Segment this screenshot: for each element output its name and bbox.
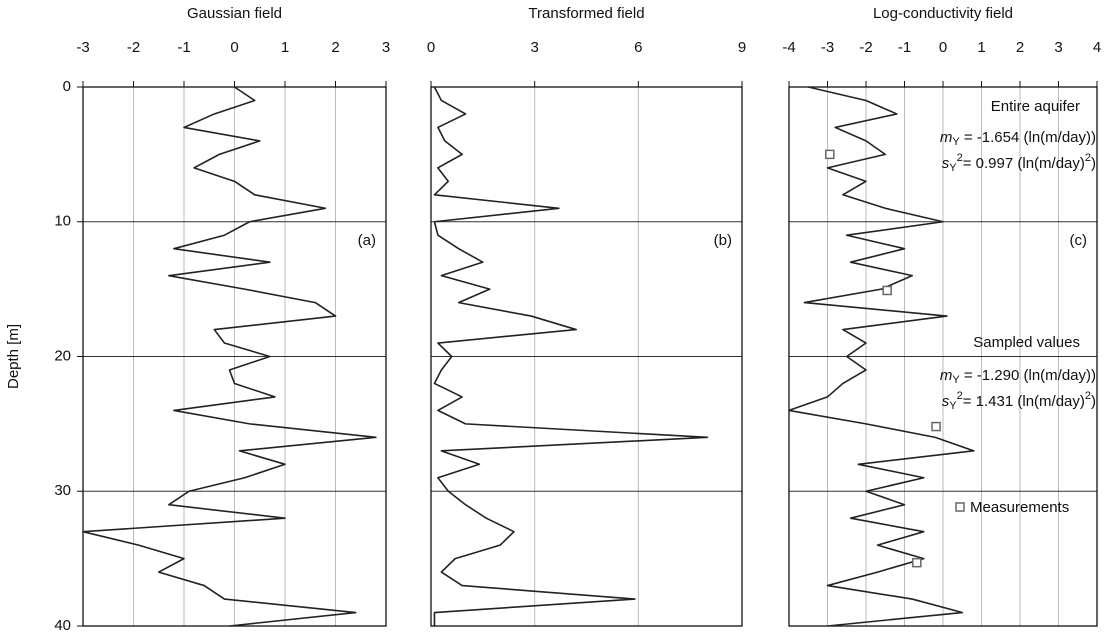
- x-tick-label: -3: [821, 39, 834, 56]
- plot-frame: [788, 86, 1098, 627]
- annotation-variance: sY2= 1.431 (ln(m/day)2): [942, 390, 1096, 412]
- y-tick-label: 30: [54, 482, 71, 499]
- x-tick-label: 1: [977, 39, 985, 56]
- x-tick-label: 9: [738, 39, 746, 56]
- measurement-marker: [882, 285, 892, 296]
- panel-title: Log-conductivity field: [873, 5, 1013, 22]
- y-tick-label: 10: [54, 213, 71, 230]
- x-tick-label: 2: [1016, 39, 1024, 56]
- annotation-heading: Entire aquifer: [991, 98, 1080, 115]
- profile-line: [82, 86, 377, 627]
- panel-label: (c): [1070, 232, 1088, 249]
- superscript: 2: [1085, 390, 1091, 402]
- symbol: m: [940, 367, 953, 384]
- symbol: s: [942, 155, 950, 172]
- x-tick-label: 0: [939, 39, 947, 56]
- x-tick-label: 3: [530, 39, 538, 56]
- profile-line: [433, 86, 709, 626]
- text: = -1.654 (ln(m/day)): [960, 129, 1096, 146]
- x-tick-label: -3: [76, 39, 89, 56]
- superscript: 2: [957, 390, 963, 402]
- subscript: Y: [949, 162, 957, 174]
- annotation-mean: mY = -1.654 (ln(m/day)): [940, 129, 1096, 148]
- legend-label: Measurements: [970, 499, 1069, 516]
- x-tick-label: 0: [427, 39, 435, 56]
- superscript: 2: [957, 152, 963, 164]
- x-tick-label: 2: [331, 39, 339, 56]
- text: = -1.290 (ln(m/day)): [960, 367, 1096, 384]
- x-tick-label: -1: [898, 39, 911, 56]
- annotation-variance: sY2= 0.997 (ln(m/day)2): [942, 152, 1096, 174]
- panel-label: (a): [358, 232, 376, 249]
- x-tick-label: 0: [230, 39, 238, 56]
- text: ): [1091, 155, 1096, 172]
- x-tick-label: 3: [382, 39, 390, 56]
- measurement-marker: [931, 421, 941, 432]
- subscript: Y: [952, 136, 960, 148]
- x-tick-label: -2: [127, 39, 140, 56]
- y-tick-label: 20: [54, 347, 71, 364]
- y-axis-label: Depth [m]: [5, 324, 22, 389]
- x-tick-label: 4: [1093, 39, 1101, 56]
- superscript: 2: [1085, 152, 1091, 164]
- x-tick-label: -1: [177, 39, 190, 56]
- y-tick-label: 40: [54, 617, 71, 634]
- measurement-marker: [912, 557, 922, 568]
- annotation-heading: Sampled values: [973, 334, 1080, 351]
- symbol: m: [940, 129, 953, 146]
- plot-frame: [430, 86, 743, 627]
- x-tick-label: 6: [634, 39, 642, 56]
- subscript: Y: [949, 400, 957, 412]
- panel-title: Transformed field: [528, 5, 644, 22]
- panel-title: Gaussian field: [187, 5, 282, 22]
- subscript: Y: [952, 374, 960, 386]
- y-tick-label: 0: [63, 78, 71, 95]
- text: ): [1091, 393, 1096, 410]
- measurement-marker: [825, 149, 835, 160]
- text: = 1.431 (ln(m/day): [963, 393, 1085, 410]
- x-tick-label: -2: [859, 39, 872, 56]
- text: = 0.997 (ln(m/day): [963, 155, 1085, 172]
- x-tick-label: -4: [782, 39, 795, 56]
- x-tick-label: 3: [1054, 39, 1062, 56]
- panel-label: (b): [714, 232, 732, 249]
- x-tick-label: 1: [281, 39, 289, 56]
- legend-marker: [955, 502, 965, 512]
- symbol: s: [942, 393, 950, 410]
- profile-line: [788, 86, 975, 627]
- annotation-mean: mY = -1.290 (ln(m/day)): [940, 367, 1096, 386]
